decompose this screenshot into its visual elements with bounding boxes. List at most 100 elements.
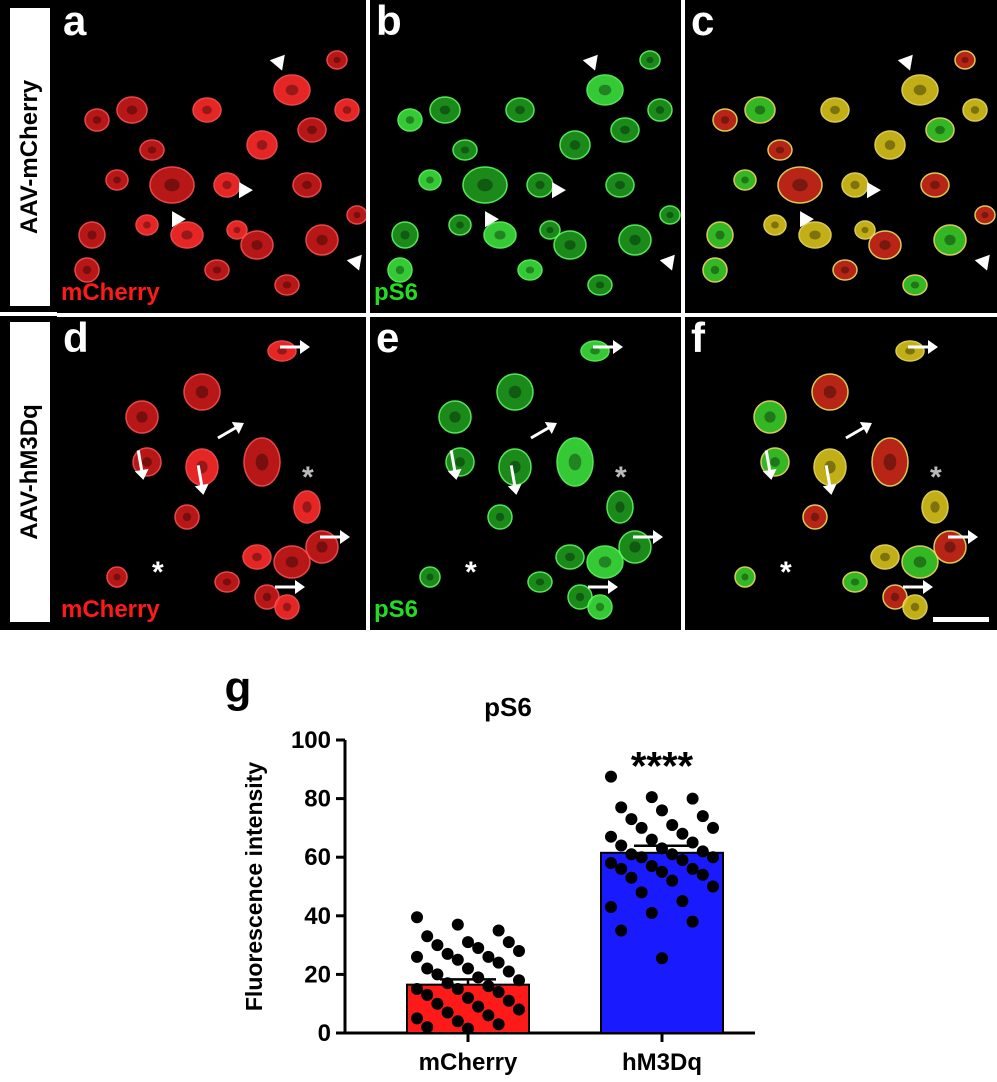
data-point — [513, 1003, 525, 1016]
cell-nucleus — [615, 180, 625, 190]
y-tick-label: 60 — [304, 844, 331, 871]
cell-nucleus — [195, 385, 209, 399]
arrow-marker — [134, 450, 149, 480]
micrograph-panel-f: * * f — [685, 317, 997, 630]
data-point — [645, 791, 658, 804]
cell-body — [297, 117, 327, 143]
cell-body — [273, 545, 311, 579]
data-point — [635, 886, 648, 899]
stain-label: mCherry — [61, 279, 160, 306]
cell-nucleus — [143, 221, 151, 229]
cell-body — [832, 259, 858, 281]
cell-nucleus — [809, 230, 821, 240]
cell-body — [254, 584, 280, 610]
data-point — [502, 994, 515, 1007]
cell-nucleus — [850, 180, 860, 190]
arrowhead-marker — [974, 254, 990, 271]
cell-body — [767, 139, 793, 161]
arrow-marker — [822, 465, 837, 495]
panel-letter: a — [63, 0, 87, 44]
panel-letter: d — [63, 317, 89, 361]
cell-body — [567, 584, 593, 610]
cell-body — [496, 373, 534, 411]
cell-nucleus — [277, 347, 287, 355]
cell-body — [733, 169, 757, 191]
cell-body — [483, 221, 517, 249]
cell-nucleus — [615, 501, 625, 513]
data-point — [605, 901, 617, 914]
cell-nucleus — [620, 125, 630, 135]
cell-nucleus — [307, 125, 317, 135]
cell-nucleus — [910, 602, 920, 612]
micrograph-image: ** — [106, 340, 350, 620]
data-point — [656, 865, 668, 878]
cell-body — [920, 172, 950, 198]
cell-nucleus — [823, 385, 837, 399]
cell-nucleus — [212, 266, 222, 274]
arrow-marker — [762, 450, 777, 480]
cell-body — [605, 172, 635, 198]
micrograph-panel-b: b pS6 — [370, 0, 681, 313]
data-point — [462, 991, 474, 1004]
cell-body — [587, 594, 613, 620]
cell-nucleus — [333, 56, 341, 64]
cell-nucleus — [456, 221, 464, 229]
data-point — [462, 936, 474, 949]
cell-nucleus — [460, 146, 470, 154]
cell-body — [587, 274, 613, 296]
cell-nucleus — [944, 541, 956, 553]
arrow-marker — [217, 421, 244, 440]
data-point — [492, 1018, 505, 1031]
cell-body — [346, 205, 366, 225]
cell-body — [974, 205, 996, 225]
data-point — [431, 939, 444, 952]
cell-nucleus — [92, 116, 102, 124]
micrograph-image — [74, 50, 366, 296]
cell-nucleus — [87, 230, 97, 240]
cell-body — [553, 230, 587, 260]
data-point — [707, 851, 719, 864]
data-point — [686, 915, 699, 928]
row-label-aav-hm3dq: AAV-hM3Dq — [10, 322, 53, 622]
arrowhead-marker — [239, 182, 253, 199]
data-point — [625, 871, 638, 884]
cell-nucleus — [883, 453, 897, 471]
cell-body — [292, 172, 322, 198]
cell-body — [962, 98, 988, 122]
cell-body — [174, 504, 200, 530]
cell-body — [854, 220, 876, 240]
cell-body — [242, 544, 272, 570]
asterisk-marker: * — [930, 461, 942, 494]
cell-nucleus — [666, 211, 674, 219]
cell-nucleus — [840, 266, 850, 274]
data-point — [696, 810, 709, 823]
arrow-marker — [320, 530, 350, 544]
cell-nucleus — [126, 105, 138, 115]
cell-body — [606, 490, 634, 524]
arrow-marker — [530, 421, 557, 440]
cell-nucleus — [233, 226, 241, 234]
cell-nucleus — [935, 125, 945, 135]
cell-body — [925, 117, 955, 143]
cell-nucleus — [564, 240, 576, 250]
cell-body — [527, 571, 553, 593]
cell-nucleus — [251, 240, 263, 250]
data-point — [431, 968, 444, 981]
cell-nucleus — [285, 84, 299, 96]
data-point — [513, 944, 525, 957]
cell-body — [418, 169, 442, 191]
data-point — [492, 924, 505, 937]
cell-body — [397, 108, 423, 132]
data-point — [411, 950, 423, 963]
cell-nucleus — [710, 265, 720, 275]
cell-body — [777, 166, 823, 204]
arrow-marker — [588, 580, 618, 594]
data-point — [605, 830, 617, 843]
cell-body — [618, 530, 652, 564]
cell-nucleus — [913, 556, 927, 568]
cell-body — [243, 437, 281, 487]
cell-nucleus — [720, 116, 730, 124]
cell-body — [874, 130, 906, 160]
data-point — [707, 880, 719, 893]
cell-body — [326, 50, 348, 70]
